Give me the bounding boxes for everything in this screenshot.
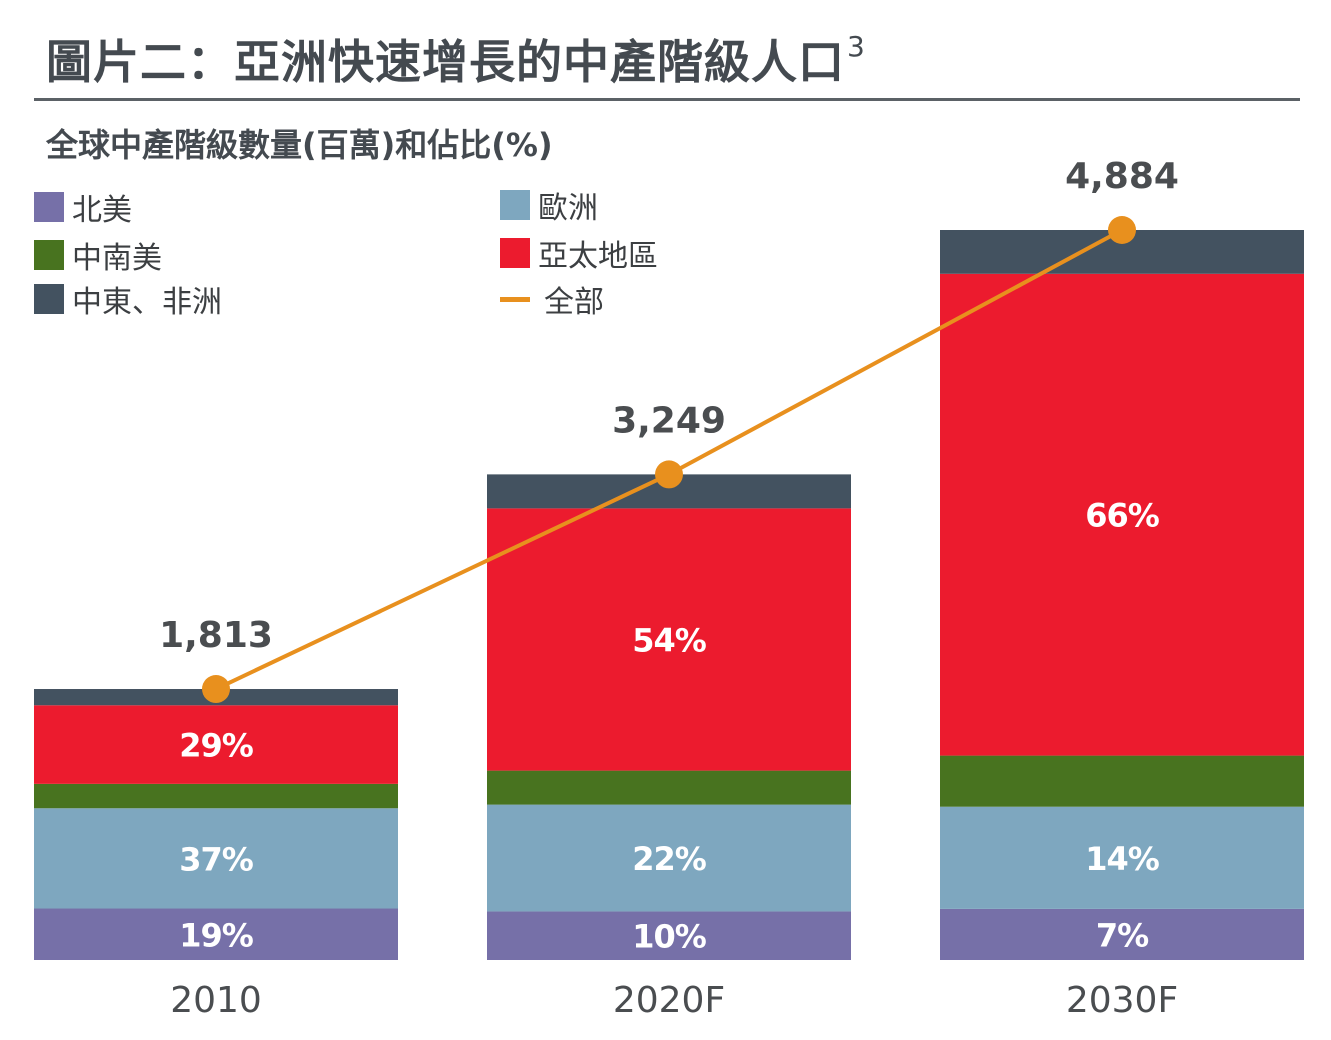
x-tick-label-2020F: 2020F [613, 980, 725, 1021]
bar-segment-north-america-2020F [487, 911, 851, 960]
bar-segment-north-america-2010 [34, 908, 398, 960]
bar-segment-latin-america-2010 [34, 783, 398, 809]
total-label-2030F: 4,884 [1065, 156, 1179, 197]
total-label-2010: 1,813 [159, 615, 273, 656]
legend-item-asia-pacific: 亞太地區 [500, 236, 658, 274]
total-point-2010 [202, 675, 230, 704]
chart-title-text: 圖片二：亞洲快速增長的中產階級人口 [46, 35, 845, 89]
legend-label-asia-pacific: 亞太地區 [538, 239, 658, 274]
bar-segment-latin-america-2020F [487, 770, 851, 805]
legend-swatch-latin-america [34, 240, 64, 270]
data-label-asia-pacific-2020F: 54% [632, 621, 707, 659]
data-label-europe-2030F: 14% [1085, 840, 1160, 878]
legend-label-latin-america: 中南美 [72, 241, 162, 276]
legend-label-middle-east-africa: 中東、非洲 [72, 285, 222, 320]
x-tick-label-2010: 2010 [170, 980, 262, 1021]
bar-segment-asia-pacific-2030F [940, 273, 1304, 756]
legend-swatch-asia-pacific [500, 238, 530, 268]
legend-label-europe: 歐洲 [538, 191, 598, 226]
data-label-europe-2020F: 22% [632, 840, 707, 878]
bar-segment-europe-2020F [487, 804, 851, 912]
legend-swatch-middle-east-africa [34, 284, 64, 314]
title-footnote-marker: 3 [847, 30, 866, 63]
bar-segment-asia-pacific-2010 [34, 705, 398, 784]
bar-segment-europe-2010 [34, 808, 398, 909]
total-point-2030F [1108, 216, 1136, 244]
legend-swatch-europe [500, 190, 530, 220]
data-label-asia-pacific-2010: 29% [179, 727, 254, 765]
legend-item-latin-america: 中南美 [34, 238, 162, 276]
chart-subtitle: 全球中產階級數量(百萬)和佔比(%) [46, 126, 553, 164]
total-point-2020F [655, 460, 683, 489]
data-label-north-america-2030F: 7% [1096, 916, 1149, 954]
title-divider [34, 98, 1300, 101]
legend-label-total: 全部 [544, 285, 604, 320]
chart-title: 圖片二：亞洲快速增長的中產階級人口3 [46, 26, 866, 92]
legend-item-north-america: 北美 [34, 190, 132, 228]
x-tick-label-2030F: 2030F [1066, 980, 1178, 1021]
legend-item-europe: 歐洲 [500, 188, 598, 226]
data-label-asia-pacific-2030F: 66% [1085, 497, 1160, 535]
legend-swatch-north-america [34, 192, 64, 222]
total-label-2020F: 3,249 [612, 400, 726, 441]
data-label-europe-2010: 37% [179, 840, 254, 878]
legend-line-total [500, 296, 530, 302]
legend-item-middle-east-africa: 中東、非洲 [34, 282, 222, 320]
bar-segment-north-america-2030F [940, 908, 1304, 960]
legend-item-total: 全部 [500, 282, 604, 320]
bar-segment-latin-america-2030F [940, 755, 1304, 807]
bar-segment-europe-2030F [940, 806, 1304, 909]
bar-segment-asia-pacific-2020F [487, 508, 851, 771]
data-label-north-america-2020F: 10% [632, 918, 707, 956]
legend-label-north-america: 北美 [72, 193, 132, 228]
data-label-north-america-2010: 19% [179, 916, 254, 954]
